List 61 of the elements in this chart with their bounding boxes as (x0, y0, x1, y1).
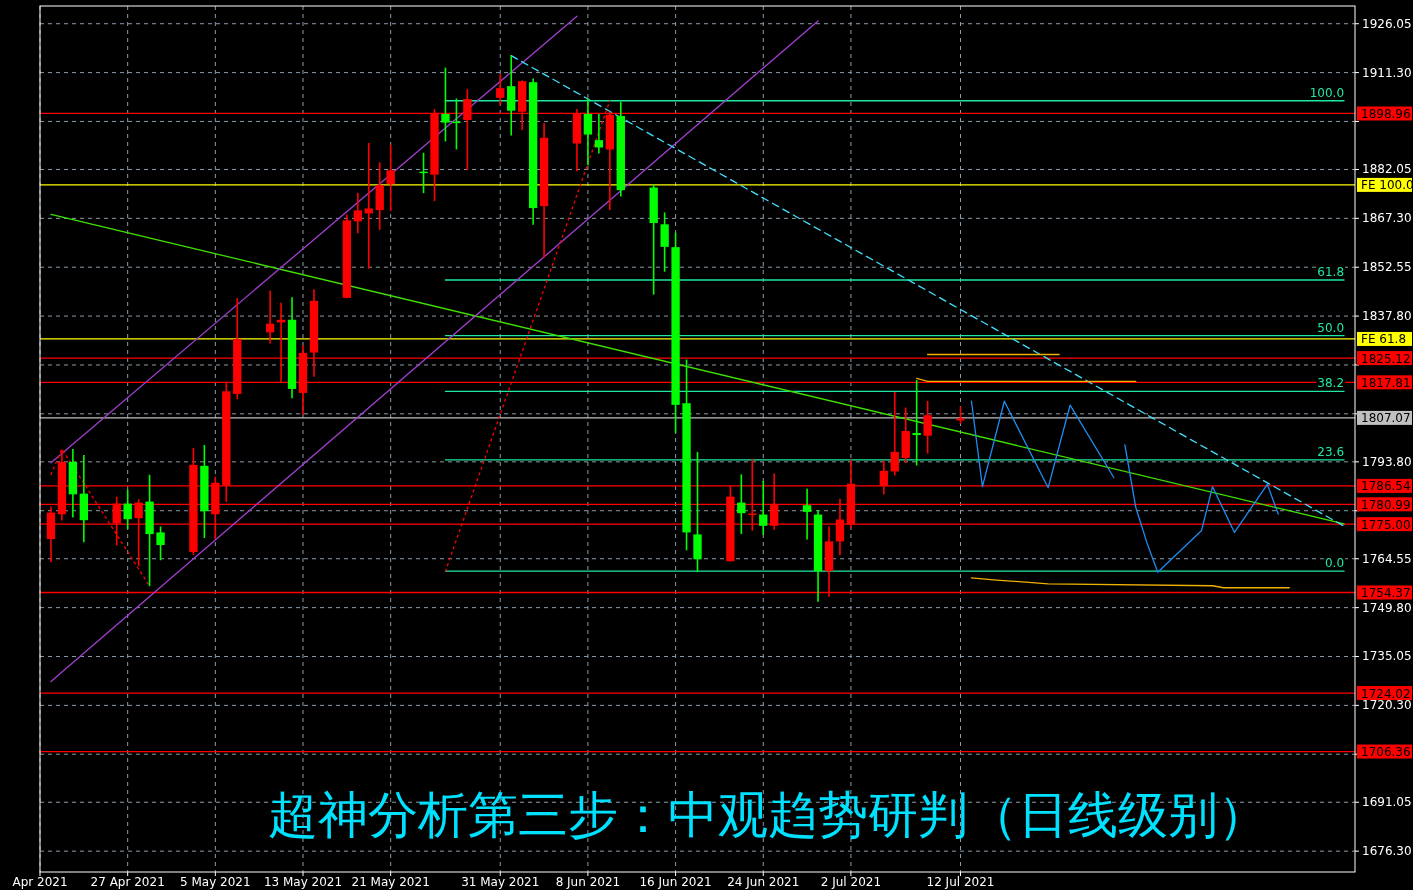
candlestick (594, 113, 604, 155)
y-tick-label: 1749.80 (1362, 600, 1412, 615)
candlestick (364, 142, 373, 270)
annotation: 38.2 (1317, 376, 1345, 391)
candlestick (386, 144, 395, 212)
y-tick-label: 1691.05 (1362, 795, 1412, 810)
ref-line-label: 1786.54 (1361, 479, 1411, 494)
y-tick-label: 1867.30 (1362, 211, 1412, 226)
y-tick-label: 1911.30 (1362, 65, 1412, 80)
candlestick (660, 211, 669, 273)
x-tick-label: 8 Jun 2021 (555, 875, 621, 889)
y-tick-label: 1837.80 (1362, 309, 1412, 324)
y-tick-label: 1926.05 (1362, 16, 1412, 31)
ref-line-label: 1724.02 (1361, 686, 1411, 701)
x-tick-label: 5 May 2021 (180, 875, 251, 889)
candlestick (912, 379, 921, 467)
ref-line-label: 1807.07 (1361, 411, 1411, 426)
y-tick-label: 1676.30 (1362, 844, 1412, 859)
x-tick-label: 24 Jun 2021 (727, 875, 800, 889)
candlestick (923, 400, 932, 455)
x-tick-label: Apr 2021 (12, 875, 68, 889)
line-series (970, 577, 1290, 589)
candlestick (156, 525, 165, 562)
x-tick-label: 13 May 2021 (263, 875, 343, 889)
candlestick (759, 480, 768, 536)
annotation: 61.8 (1317, 264, 1345, 279)
ref-line-label: 1780.99 (1361, 497, 1411, 512)
candlestick (123, 488, 132, 530)
candlestick (496, 73, 505, 106)
y-tick-label: 1882.05 (1362, 162, 1412, 177)
x-tick-label: 27 Apr 2021 (90, 875, 165, 889)
x-tick-label: 16 Jun 2021 (639, 875, 712, 889)
y-tick-label: 1720.30 (1362, 698, 1412, 713)
x-tick-label: 21 May 2021 (351, 875, 430, 889)
y-tick-label: 1793.80 (1362, 454, 1412, 469)
y-tick-label: 1852.55 (1362, 260, 1412, 275)
ref-line-label: 1775.00 (1361, 517, 1411, 532)
y-tick-label: 1735.05 (1362, 649, 1412, 664)
x-tick-label: 12 Jul 2021 (926, 875, 995, 889)
candlestick (353, 192, 362, 235)
annotation: 0.0 (1324, 556, 1345, 571)
x-tick-label: 2 Jul 2021 (820, 875, 882, 889)
ref-line-label: FE 61.8 (1361, 332, 1407, 347)
candlestick (441, 66, 450, 143)
line-series (1124, 444, 1279, 573)
ref-line-label: 1817.81 (1361, 375, 1411, 390)
candlestick (802, 487, 812, 541)
text: 超神分析第三步：中观趋势研判（日线级别） (267, 786, 1268, 844)
y-tick-label: 1764.55 (1362, 551, 1412, 566)
annotation: 50.0 (1317, 320, 1345, 335)
candlestick (583, 97, 593, 167)
ref-line-label: 1898.96 (1361, 106, 1411, 121)
ref-line-label: 1825.12 (1361, 351, 1411, 366)
ref-line-label: 1754.37 (1361, 585, 1411, 600)
x-tick-label: 31 May 2021 (461, 875, 540, 889)
annotation: 100.0 (1309, 85, 1345, 100)
candlestick (737, 473, 746, 535)
annotation: 23.6 (1317, 444, 1345, 459)
line-series (970, 400, 1115, 489)
candlestick (890, 391, 899, 477)
ref-line-label: 1706.36 (1361, 745, 1411, 760)
